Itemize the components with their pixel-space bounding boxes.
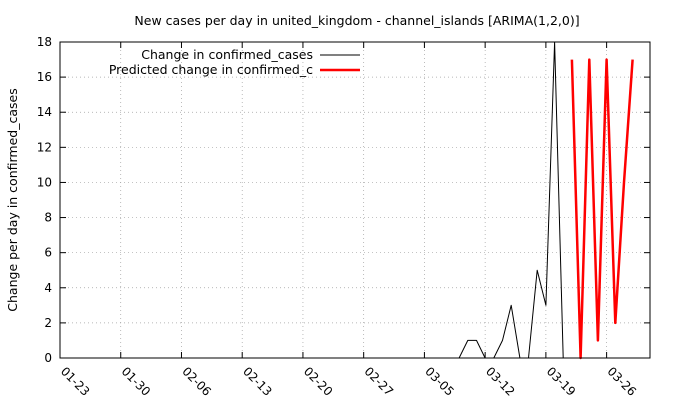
series-layer [60,41,634,360]
y-tick-label: 12 [37,140,52,154]
y-tick-label: 4 [44,281,52,295]
x-tick-label: 03-19 [544,364,579,399]
legend-label-1: Change in confirmed_cases [141,47,313,62]
y-tick-label: 6 [44,246,52,260]
y-tick-label: 18 [37,35,52,49]
y-tick-label: 14 [37,105,52,119]
y-tick-label: 10 [37,175,52,189]
x-tick-label: 02-20 [301,364,336,399]
y-axis-label: Change per day in confirmed_cases [5,88,20,311]
x-tick-label: 01-23 [58,364,93,399]
series-line-2 [570,58,634,360]
series-line-1 [60,41,564,359]
x-tick-label: 02-06 [179,364,214,399]
y-tick-label: 8 [44,211,52,225]
x-ticks: 01-23 01-30 02-06 02-13 02-20 02-27 03-05 03-12… [58,42,639,399]
y-tick-label: 2 [44,316,52,330]
x-tick-label: 01-30 [119,364,154,399]
chart-title: New cases per day in united_kingdom - ch… [134,13,579,28]
x-tick-label: 02-13 [240,364,275,399]
y-ticks: 0 2 4 6 8 10 12 14 16 18 [37,35,650,365]
legend-label-2: Predicted change in confirmed_c [109,62,313,77]
y-tick-label: 0 [44,351,52,365]
x-tick-label: 03-12 [483,364,518,399]
x-tick-label: 03-26 [604,364,639,399]
x-tick-label: 02-27 [362,364,397,399]
x-tick-label: 03-05 [422,364,457,399]
plot-frame [59,41,651,359]
y-tick-label: 16 [37,70,52,84]
